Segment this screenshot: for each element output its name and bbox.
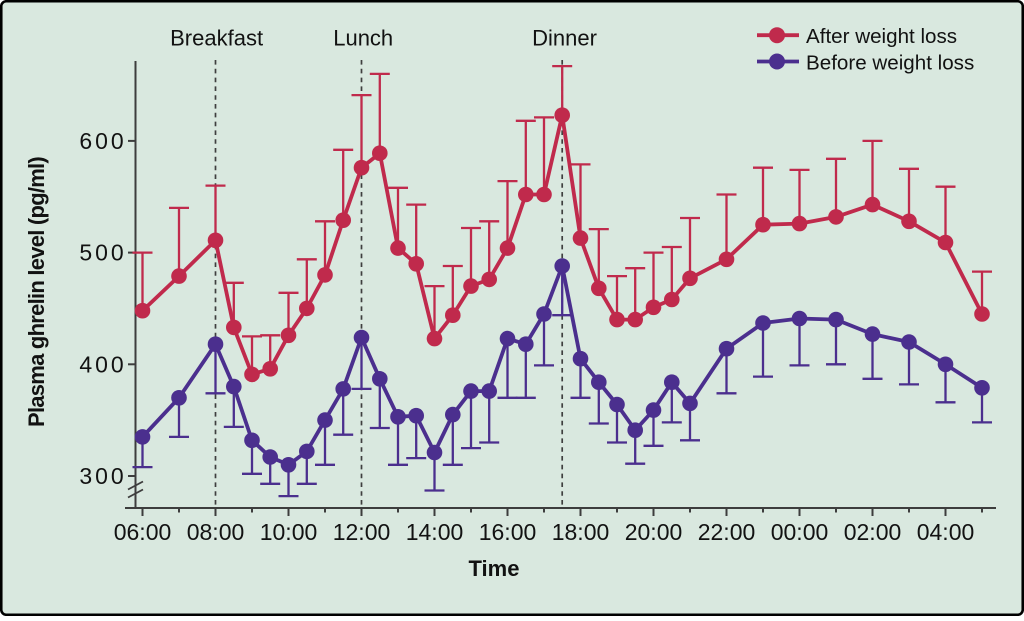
svg-text:After weight loss: After weight loss — [806, 25, 957, 48]
svg-text:18:00: 18:00 — [552, 519, 610, 545]
svg-text:500: 500 — [79, 240, 126, 266]
svg-text:600: 600 — [79, 128, 126, 154]
svg-text:Before weight loss: Before weight loss — [806, 51, 974, 74]
svg-text:Time: Time — [469, 556, 520, 581]
svg-text:Lunch: Lunch — [333, 26, 393, 51]
svg-text:Plasma ghrelin level (pg/ml): Plasma ghrelin level (pg/ml) — [24, 157, 49, 427]
svg-text:22:00: 22:00 — [698, 519, 756, 545]
svg-text:300: 300 — [79, 463, 126, 489]
svg-text:04:00: 04:00 — [917, 519, 975, 545]
svg-text:00:00: 00:00 — [771, 519, 829, 545]
svg-text:12:00: 12:00 — [333, 519, 391, 545]
svg-text:10:00: 10:00 — [260, 519, 318, 545]
svg-text:Breakfast: Breakfast — [170, 26, 263, 51]
svg-text:16:00: 16:00 — [479, 519, 537, 545]
svg-text:Dinner: Dinner — [532, 26, 597, 51]
svg-text:14:00: 14:00 — [406, 519, 464, 545]
svg-text:02:00: 02:00 — [844, 519, 902, 545]
svg-text:20:00: 20:00 — [625, 519, 683, 545]
svg-text:06:00: 06:00 — [114, 519, 172, 545]
svg-text:08:00: 08:00 — [187, 519, 245, 545]
svg-text:400: 400 — [79, 351, 126, 377]
